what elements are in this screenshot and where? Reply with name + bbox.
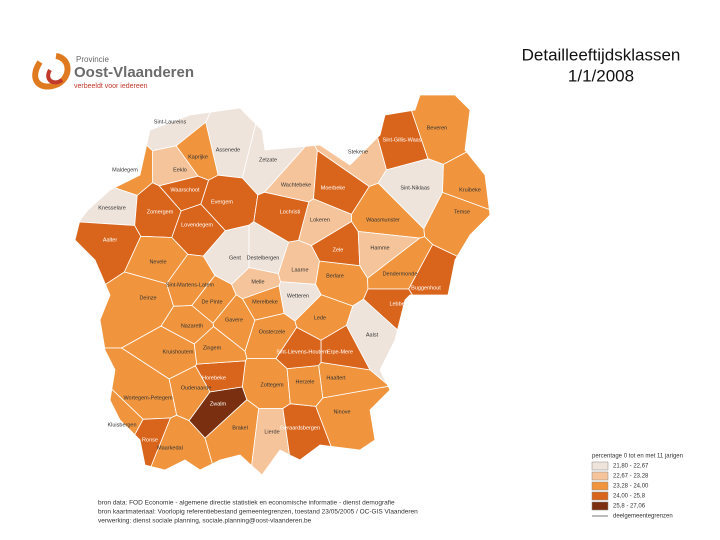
source: verwerking: dienst sociale planning, soc… — [98, 518, 312, 525]
legend-swatch — [591, 461, 609, 471]
municipality-label: Brakel — [232, 425, 248, 431]
municipality-label: Zelzate — [259, 157, 277, 163]
legend-label: 24,00 - 25,8 — [613, 494, 646, 500]
municipality-label: Zomergem — [147, 209, 174, 215]
municipality-label: Aalst — [366, 332, 379, 338]
municipality-label: Herzele — [296, 379, 315, 385]
municipality-label: Lochristi — [280, 209, 300, 215]
municipality-label: Zele — [333, 247, 344, 253]
municipality-label: Sint-Niklaas — [400, 185, 430, 191]
municipality-label: Knesselare — [98, 205, 126, 211]
municipality-label: Waasmunster — [366, 217, 400, 223]
municipality-label: Sint-Gillis-Waas — [383, 137, 422, 143]
municipality-label: Gavere — [225, 317, 243, 323]
municipality-label: Haaltert — [326, 375, 346, 381]
source: bron kaartmateriaal: Voorlopig referenti… — [98, 509, 418, 516]
municipality-label: Laarne — [291, 267, 308, 273]
municipality-label: Kruishoutem — [163, 349, 194, 355]
municipality-label: Zwalm — [210, 401, 227, 407]
municipality — [286, 365, 324, 407]
municipality-label: Lede — [314, 315, 326, 321]
municipality-label: Lierde — [264, 429, 279, 435]
municipality — [251, 408, 291, 476]
municipality-label: Gent — [229, 255, 241, 261]
municipality — [204, 399, 260, 467]
legend-swatch — [591, 491, 609, 501]
title: Detailleeftijdsklassen — [522, 45, 681, 64]
municipality — [313, 149, 370, 215]
municipality-label: Moerbeke — [321, 185, 345, 191]
municipality-label: Eeklo — [173, 167, 187, 173]
municipality-label: Zottegem — [260, 382, 284, 388]
municipality — [275, 326, 322, 370]
legend: percentage 0 tot en met 11 jarigen 21,80… — [591, 454, 683, 520]
municipality-label: Oudenaarde — [181, 385, 212, 391]
municipality-label: Lebbeke — [389, 301, 410, 307]
municipality-label: Assenede — [216, 147, 240, 153]
municipality-label: Temse — [454, 209, 470, 215]
municipality-label: Kluisbergen — [107, 422, 136, 428]
legend-label: 23,28 - 24,00 — [613, 484, 649, 490]
municipalities: Sint-Laureins Assenede Eeklo Kaprijke Maldeg… — [74, 94, 491, 476]
legend-swatch — [591, 471, 609, 481]
legend-swatch — [591, 481, 609, 491]
source: bron data: FOD Economie - algemene direc… — [98, 500, 395, 507]
municipality-label: Sint-Lievens-Houtem — [276, 349, 328, 355]
municipality-label: Wachtebeke — [281, 182, 311, 188]
municipality-label: Destelbergen — [247, 255, 280, 261]
municipality-label: De Pinte — [201, 299, 222, 305]
municipality-label: Nevele — [149, 259, 166, 265]
municipality-label: Evergem — [211, 199, 233, 205]
legend-label: 25,8 - 27,06 — [613, 504, 646, 510]
logo-small: Provincie — [76, 55, 109, 64]
municipality-label: Beveren — [427, 125, 448, 131]
logo-tagline: verbeeldt voor iedereen — [74, 83, 148, 90]
municipality-label: Lovendegem — [181, 222, 213, 228]
legend-label: 21,80 - 22,67 — [613, 464, 649, 470]
municipality-label: Zingem — [203, 345, 222, 351]
municipality-label: Berlare — [326, 273, 344, 279]
municipality-label: Sint-Martens-Latem — [166, 282, 215, 288]
municipality-label: Sint-Laureins — [154, 119, 187, 125]
municipality-label: Aalter — [103, 237, 118, 243]
municipality-label: Nazareth — [181, 323, 203, 329]
legend-title: percentage 0 tot en met 11 jarigen — [592, 454, 683, 460]
municipality-label: Maarkedal — [157, 445, 183, 451]
municipality-label: Stekene — [348, 149, 368, 155]
municipality — [310, 220, 361, 267]
municipality — [193, 325, 248, 365]
logo: Provincie Oost-Vlaanderen verbeeldt voor… — [32, 53, 194, 90]
municipality-label: Wetteren — [287, 293, 309, 299]
municipality-label: Deinze — [139, 295, 156, 301]
municipality-label: Dendermonde — [383, 271, 418, 277]
date: 1/1/2008 — [568, 66, 634, 85]
municipality-label: Wortegem-Petegem — [123, 395, 173, 401]
municipality-label: Lokeren — [310, 217, 330, 223]
municipality-label: Oosterzele — [259, 329, 286, 335]
municipality — [134, 417, 172, 467]
municipality-label: Waarschoot — [170, 187, 200, 193]
municipality-label: Ninove — [333, 409, 350, 415]
municipality-label: Hamme — [370, 245, 389, 251]
municipality-label: Erpe-Mere — [327, 349, 353, 355]
municipality-label: Melle — [251, 279, 264, 285]
municipality-label: Geraardsbergen — [280, 425, 320, 431]
municipality-label: Kruibeke — [459, 187, 481, 193]
municipality-label: Merelbeke — [252, 299, 278, 305]
legend-swatch — [591, 501, 609, 511]
municipality-label: Horebeke — [202, 375, 226, 381]
municipality-label: Buggenhout — [411, 285, 441, 291]
legend-label: deelgemeentegrenzen — [613, 514, 673, 520]
logo-name: Oost-Vlaanderen — [74, 64, 194, 81]
municipality-label: Kaprijke — [188, 154, 208, 160]
logo-swirl — [46, 68, 64, 85]
legend-label: 22,67 - 23,28 — [613, 474, 649, 480]
municipality-label: Ronse — [142, 437, 158, 443]
municipality-label: Maldegem — [112, 167, 138, 173]
